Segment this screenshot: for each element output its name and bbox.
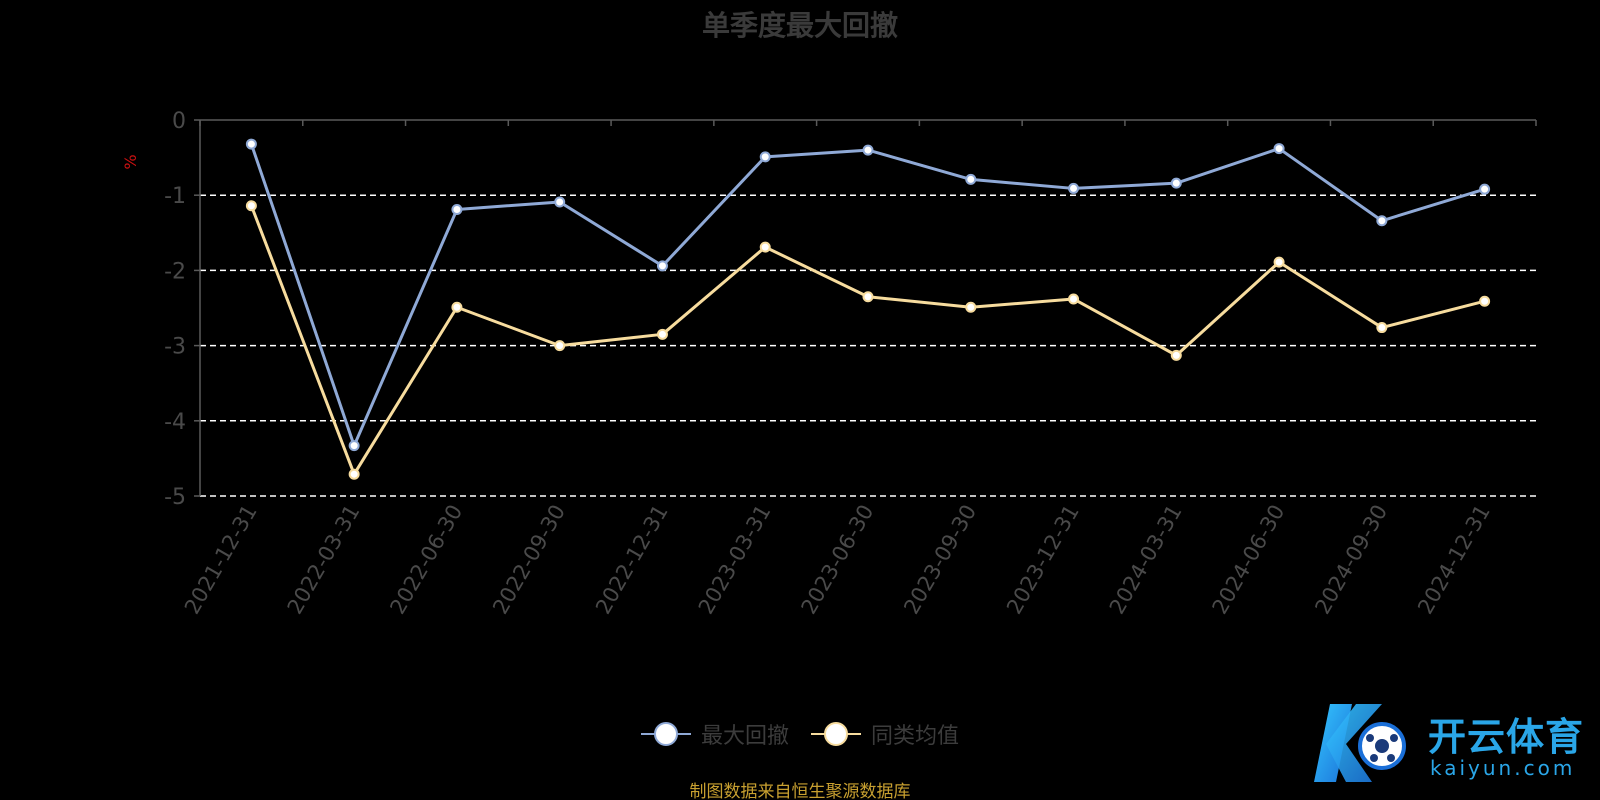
y-tick-label: -1 [164, 184, 186, 209]
legend-swatch-max-drawdown [640, 722, 691, 746]
point-peer-average [245, 200, 257, 212]
x-tick-label: 2022-03-31 [283, 501, 365, 619]
x-tick-label: 2024-12-31 [1413, 501, 1495, 619]
point-peer-average [759, 241, 771, 253]
y-tick-label: -2 [164, 259, 186, 284]
point-peer-average [1068, 293, 1080, 305]
x-tick-label: 2022-09-30 [488, 501, 570, 619]
point-max-drawdown [1170, 177, 1182, 189]
series-line-peer-average [249, 205, 1485, 476]
x-tick-label: 2022-06-30 [385, 501, 467, 619]
point-peer-average [965, 301, 977, 313]
point-peer-average [1479, 295, 1491, 307]
point-max-drawdown [1479, 183, 1491, 195]
legend-swatch-peer-average [811, 722, 861, 746]
point-peer-average [862, 291, 874, 303]
point-max-drawdown [1273, 143, 1285, 155]
point-max-drawdown [759, 151, 771, 163]
legend-label-peer-average: 同类均值 [871, 724, 960, 749]
legend-marker-peer-average [824, 722, 848, 746]
y-tick-label: -4 [164, 410, 186, 435]
x-tick-label: 2023-06-30 [797, 501, 879, 619]
legend: 最大回撤 同类均值 [0, 718, 1600, 750]
y-axis-unit-label: % [121, 154, 140, 169]
chart-title: 单季度最大回撤 [701, 9, 898, 42]
point-peer-average [451, 301, 463, 313]
point-peer-average [1273, 256, 1285, 268]
point-peer-average [554, 340, 566, 352]
point-max-drawdown [1068, 182, 1080, 194]
point-max-drawdown [862, 144, 874, 156]
x-tick-label: 2024-09-30 [1310, 501, 1392, 619]
point-max-drawdown [554, 196, 566, 208]
y-tick-label: -3 [164, 335, 186, 360]
point-max-drawdown [348, 440, 360, 452]
legend-item-peer-average[interactable]: 同类均值 [811, 718, 959, 750]
x-tick-label: 2023-09-30 [899, 501, 981, 619]
x-tick-label: 2021-12-31 [180, 501, 262, 619]
point-max-drawdown [245, 138, 257, 150]
x-tick-label: 2024-06-30 [1208, 501, 1290, 619]
data-source-note: 制图数据来自恒生聚源数据库 [689, 782, 911, 800]
brand-name: 开云体育 [1428, 715, 1585, 759]
y-tick-label: -5 [164, 485, 186, 510]
x-tick-label: 2024-03-31 [1105, 501, 1187, 619]
x-tick-label: 2023-12-31 [1002, 501, 1084, 619]
legend-item-max-drawdown[interactable]: 最大回撤 [640, 718, 789, 750]
x-tick-label: 2023-03-31 [694, 501, 776, 619]
brand-domain: kaiyun.com [1430, 756, 1576, 780]
y-tick-label: 0 [172, 109, 186, 134]
legend-marker-max-drawdown [653, 722, 678, 746]
point-peer-average [1170, 349, 1182, 361]
point-peer-average [656, 328, 668, 340]
point-peer-average [348, 468, 360, 480]
legend-label-max-drawdown: 最大回撤 [700, 724, 789, 749]
point-max-drawdown [656, 260, 668, 272]
x-tick-label: 2022-12-31 [591, 501, 673, 619]
brand-k-icon [1314, 704, 1406, 782]
point-max-drawdown [965, 173, 977, 185]
point-max-drawdown [451, 203, 463, 215]
brand-logo[interactable]: 开云体育 kaiyun.com [1312, 698, 1592, 790]
point-peer-average [1376, 322, 1388, 334]
point-max-drawdown [1376, 215, 1388, 227]
